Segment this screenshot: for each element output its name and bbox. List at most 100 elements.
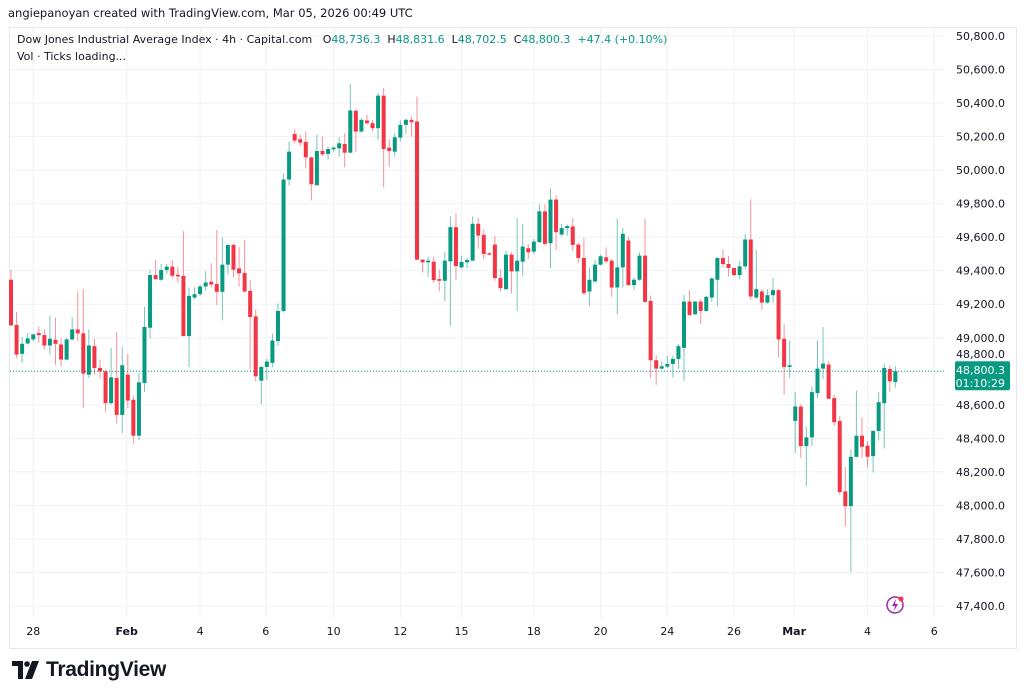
candle-up [448, 216, 453, 327]
grid [10, 28, 945, 618]
candle-body [504, 254, 509, 290]
candle-body [593, 264, 598, 282]
candle-body [865, 445, 870, 457]
candle-up [398, 120, 403, 142]
candle-body [415, 121, 420, 260]
candle-body [720, 257, 725, 265]
symbol-title[interactable]: Dow Jones Industrial Average Index · 4h … [17, 33, 313, 46]
candle-up [598, 254, 603, 266]
candle-body [42, 335, 47, 346]
candle-body [854, 435, 859, 457]
tradingview-logo-icon [12, 661, 39, 679]
price-tick-label: 48,200.0 [956, 466, 1005, 479]
price-tick-label: 47,800.0 [956, 533, 1005, 546]
candle-body [342, 143, 347, 153]
candle-up [25, 332, 30, 345]
candle-down [181, 231, 186, 337]
candle-down [726, 256, 731, 277]
candle-body [131, 399, 136, 436]
candle-down [92, 338, 97, 375]
open-label: O [322, 33, 332, 46]
candle-body [392, 137, 397, 152]
candles [9, 83, 945, 614]
candle-body [442, 260, 447, 281]
candle-down [303, 131, 308, 169]
candle-body [364, 120, 369, 124]
candle-body [515, 260, 520, 272]
candle-up [186, 287, 191, 368]
candle-down [654, 355, 659, 385]
candle-body [420, 259, 425, 263]
candle-body [542, 211, 547, 244]
candle-up [682, 294, 687, 381]
candle-down [9, 269, 13, 327]
time-tick-label: 28 [26, 625, 40, 638]
high-value: 48,831.6 [395, 33, 445, 46]
candle-body [314, 151, 319, 186]
candle-up [765, 289, 770, 304]
candle-body [743, 239, 748, 267]
time-axis: 28 Feb 4 6 10 12 15 18 20 24 26 Mar 4 6 [26, 625, 938, 638]
candle-up [148, 270, 153, 339]
candle-up [620, 228, 625, 288]
price-axis: 50,800.0 50,600.0 50,400.0 50,200.0 50,000.0… [955, 30, 1010, 613]
candle-body [81, 333, 86, 374]
lightning-alert-icon[interactable] [886, 596, 904, 614]
candle-up [704, 295, 709, 312]
candle-down [97, 359, 102, 379]
candle-down [698, 299, 703, 325]
candle-up [659, 361, 664, 370]
candle-body [531, 241, 536, 252]
candle-body [353, 110, 358, 132]
candle-up [326, 146, 331, 160]
candle-up [715, 257, 720, 306]
chart-frame [9, 27, 1017, 649]
candle-body [14, 325, 19, 355]
candle-body [643, 255, 648, 302]
candle-up [882, 363, 887, 449]
candle-body [609, 260, 614, 288]
candle-down [476, 218, 481, 249]
candle-down [103, 369, 108, 412]
candle-up [804, 426, 809, 487]
candle-body [798, 406, 803, 447]
candle-body [670, 358, 675, 364]
candle-down [53, 317, 58, 365]
candle-down [364, 114, 369, 125]
candle-down [175, 266, 180, 283]
candle-up [392, 133, 397, 157]
candle-body [142, 327, 147, 384]
candle-body [576, 244, 581, 258]
candle-down [776, 289, 781, 358]
price-tick-label: 48,000.0 [956, 499, 1005, 512]
candle-down [231, 243, 236, 278]
candle-down [81, 289, 86, 409]
candle-down [720, 249, 725, 268]
tradingview-logo[interactable]: TradingView [12, 658, 166, 682]
candle-down [832, 394, 837, 426]
candle-up [220, 237, 225, 321]
price-tick-label: 49,800.0 [956, 198, 1005, 211]
price-tick-label: 48,600.0 [956, 399, 1005, 412]
candle-body [231, 244, 236, 270]
candle-body [459, 261, 464, 268]
candle-down [492, 236, 497, 281]
time-tick-label: 6 [262, 625, 269, 638]
candle-body [737, 266, 742, 276]
candle-up [465, 258, 470, 269]
candle-up [192, 287, 197, 300]
candle-body [264, 361, 269, 367]
candle-body [465, 259, 470, 263]
candle-up [848, 449, 853, 572]
candle-body [453, 227, 458, 267]
candle-down [59, 338, 64, 367]
price-tick-label: 47,600.0 [956, 566, 1005, 579]
candle-body [770, 290, 775, 296]
candle-body [370, 123, 375, 129]
candle-down [320, 136, 325, 157]
candle-body [793, 406, 798, 421]
candle-body [75, 329, 80, 334]
candle-body [337, 143, 342, 149]
candle-down [481, 229, 486, 260]
